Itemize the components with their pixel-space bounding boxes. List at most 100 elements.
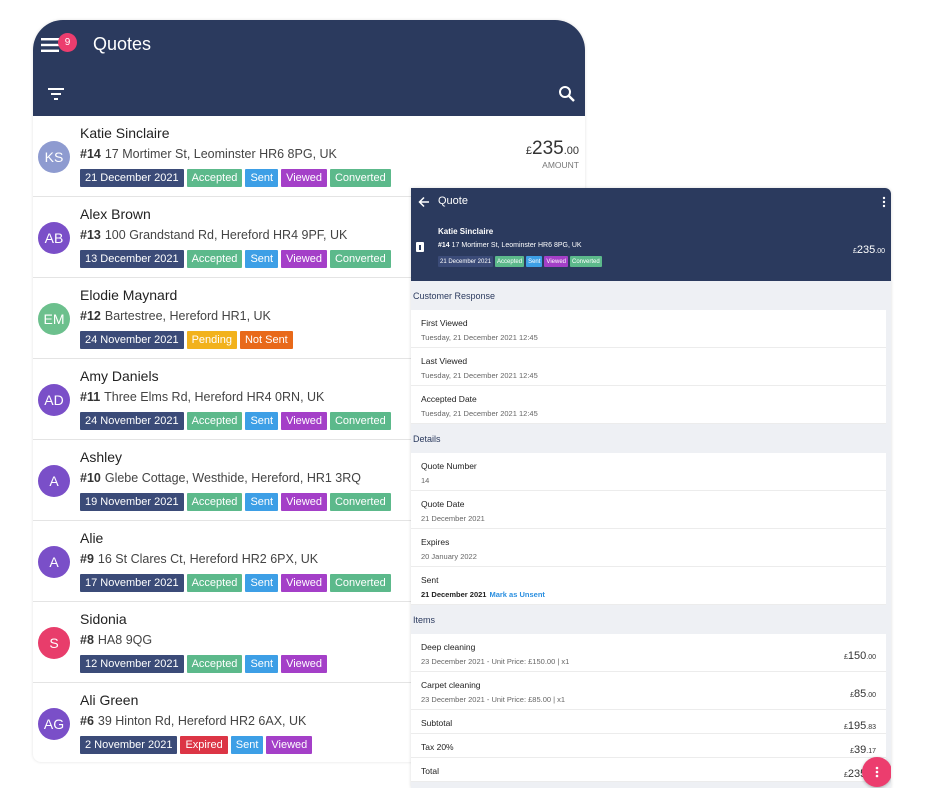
field-label: Quote Number — [421, 461, 477, 471]
tag: Accepted — [186, 412, 243, 430]
amount-whole: 150 — [847, 650, 867, 662]
customer-name: Katie Sinclaire — [438, 227, 494, 236]
value-text: Tuesday, 21 December 2021 12:45 — [421, 371, 538, 380]
field-value: Tuesday, 21 December 2021 12:45 — [421, 409, 538, 418]
field-value: Tuesday, 21 December 2021 12:45 — [421, 333, 538, 342]
app-bar: 9 Quotes — [33, 20, 585, 116]
tag: Converted — [329, 169, 391, 187]
field-row: Deep cleaning 23 December 2021 - Unit Pri… — [411, 634, 886, 672]
tags: 21 December 2021 Accepted Sent Viewed Conver… — [80, 169, 391, 187]
quote-number: #11 — [80, 390, 101, 404]
field-row: Tax 20% £39.17 — [411, 734, 886, 758]
customer-name: Alie — [80, 530, 104, 546]
section-title: Details — [413, 434, 441, 444]
avatar: EM — [38, 303, 70, 335]
tag: 17 November 2021 — [80, 574, 184, 592]
field-row: Total£235.00 — [411, 758, 886, 782]
field-row: Sent 21 December 2021 Mark as Unsent — [411, 567, 886, 605]
currency: £ — [853, 248, 857, 255]
filter-icon[interactable] — [48, 87, 66, 101]
amount-whole: 39 — [854, 744, 867, 756]
tag: Viewed — [281, 169, 327, 187]
quote-row[interactable]: AG Ali Green #6 39 Hinton Rd, Hereford HR2 … — [33, 683, 585, 762]
amount-decimals: .00 — [866, 692, 876, 699]
back-icon[interactable] — [418, 196, 430, 208]
field-label: Sent — [421, 575, 439, 585]
field-row: Accepted Date Tuesday, 21 December 2021 1… — [411, 386, 886, 424]
tag: Viewed — [281, 655, 327, 673]
field-label: Carpet cleaning — [421, 680, 481, 690]
tags: 12 November 2021 Accepted Sent Viewed — [80, 655, 327, 673]
tag: Expired — [180, 736, 228, 754]
field-value: 20 January 2022 — [421, 552, 477, 561]
menu-icon[interactable] — [41, 37, 61, 53]
amount-decimals: .83 — [866, 724, 876, 731]
quote-row[interactable]: EM Elodie Maynard #12 Bartestree, Hereford … — [33, 278, 585, 359]
avatar: AD — [38, 384, 70, 416]
detail-title: Quote — [438, 195, 468, 207]
field-value: 23 December 2021 - Unit Price: £85.00 | … — [421, 695, 565, 704]
quote-row[interactable]: AD Amy Daniels #11 Three Elms Rd, Hereford … — [33, 359, 585, 440]
tag: Not Sent — [239, 331, 293, 349]
customer-name: Elodie Maynard — [80, 287, 178, 303]
customer-name: Ashley — [80, 449, 123, 465]
field-label: Total — [421, 766, 439, 776]
tag: Pending — [186, 331, 237, 349]
amount-whole: 85 — [854, 688, 867, 700]
tag: Accepted — [186, 574, 243, 592]
currency: £ — [844, 772, 848, 779]
currency: £ — [850, 748, 855, 755]
field-label: Subtotal — [421, 718, 453, 728]
address-line: #8 HA8 9QG — [80, 633, 152, 647]
quote-number: #14 — [80, 147, 101, 161]
tag: 21 December 2021 — [80, 169, 184, 187]
tag: 2 November 2021 — [80, 736, 178, 754]
tag: 12 November 2021 — [80, 655, 184, 673]
value-text: Tuesday, 21 December 2021 12:45 — [421, 333, 538, 342]
field-value: 21 December 2021 — [421, 514, 485, 523]
quote-number: #8 — [80, 633, 94, 647]
address: Three Elms Rd, Hereford HR4 0RN, UK — [104, 390, 325, 404]
quote-row[interactable]: S Sidonia #8 HA8 9QG 12 November 2021 Accepte… — [33, 602, 585, 683]
quote-row[interactable]: KS Katie Sinclaire #14 17 Mortimer St, Leom… — [33, 116, 585, 197]
address: 17 Mortimer St, Leominster HR6 8PG, UK — [451, 242, 582, 249]
tag: Converted — [570, 256, 602, 267]
customer-name: Katie Sinclaire — [80, 125, 170, 141]
amount-decimals: .00 — [563, 145, 579, 157]
tag: Sent — [245, 412, 279, 430]
tag: Sent — [245, 493, 279, 511]
link[interactable]: Mark as Unsent — [489, 590, 545, 599]
field-label: Deep cleaning — [421, 642, 476, 652]
amount-whole: 235 — [532, 138, 564, 159]
fab[interactable] — [862, 757, 891, 787]
address: 16 St Clares Ct, Hereford HR2 6PX, UK — [97, 552, 319, 566]
more-icon[interactable] — [882, 196, 886, 208]
address-line: #6 39 Hinton Rd, Hereford HR2 6AX, UK — [80, 714, 306, 728]
address: Glebe Cottage, Westhide, Hereford, HR1 3… — [104, 471, 361, 485]
address-line: #9 16 St Clares Ct, Hereford HR2 6PX, UK — [80, 552, 318, 566]
tag: Viewed — [281, 250, 327, 268]
tag: Accepted — [186, 493, 243, 511]
quote-row[interactable]: A Alie #9 16 St Clares Ct, Hereford HR2 6PX… — [33, 521, 585, 602]
field-row: Carpet cleaning 23 December 2021 - Unit P… — [411, 672, 886, 710]
address-line: #11 Three Elms Rd, Hereford HR4 0RN, UK — [80, 390, 324, 404]
customer-name: Sidonia — [80, 611, 127, 627]
field-row: Expires 20 January 2022 — [411, 529, 886, 567]
tag: 13 December 2021 — [80, 250, 184, 268]
section-title: Items — [413, 615, 436, 625]
value-text: 23 December 2021 - Unit Price: £85.00 | … — [421, 695, 566, 704]
amount: £195.83 — [844, 716, 876, 734]
tag: Sent — [526, 256, 543, 267]
title: Quotes — [93, 34, 152, 54]
field-row: Quote Number 14 — [411, 453, 886, 491]
field-row: Quote Date 21 December 2021 — [411, 491, 886, 529]
quote-row[interactable]: AB Alex Brown #13 100 Grandstand Rd, Herefo… — [33, 197, 585, 278]
tags: 21 December 2021 Accepted Sent Viewed Conver… — [438, 256, 602, 267]
amount-decimals: .00 — [875, 248, 885, 255]
quote-row[interactable]: A Ashley #10 Glebe Cottage, Westhide, Heref… — [33, 440, 585, 521]
tag: Converted — [329, 574, 391, 592]
search-icon[interactable] — [558, 85, 576, 103]
address-line: #14 17 Mortimer St, Leominster HR6 8PG, U… — [80, 147, 337, 161]
customer-name: Alex Brown — [80, 206, 151, 222]
